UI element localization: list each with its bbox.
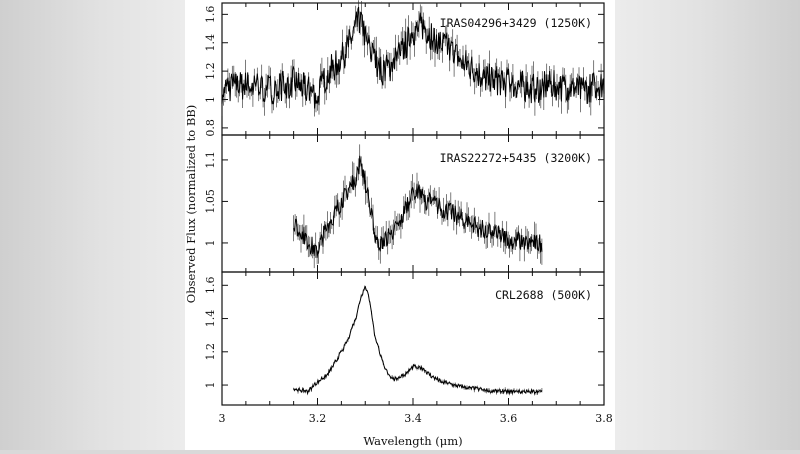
- y-tick-label: 1.2: [204, 62, 217, 80]
- spectrum-line-3: [293, 285, 543, 396]
- x-tick-label: 3.2: [309, 412, 327, 425]
- y-tick-label: 1.1: [204, 151, 217, 169]
- y-tick-label: 1.2: [204, 343, 217, 361]
- spectrum-line-1: [221, 6, 605, 109]
- panel-label-1: IRAS04296+3429 (1250K): [440, 16, 592, 30]
- blurred-background-left: [0, 0, 185, 450]
- x-tick-label: 3.8: [595, 412, 613, 425]
- panel-label-3: CRL2688 (500K): [495, 288, 592, 302]
- y-tick-label: 1: [204, 239, 217, 246]
- y-tick-label: 1.6: [204, 6, 217, 24]
- panel-label-2: IRAS22272+5435 (3200K): [440, 151, 592, 165]
- y-axis-title: Observed Flux (normalized to BB): [185, 105, 198, 303]
- x-axis-title: Wavelength (μm): [363, 434, 462, 448]
- y-tick-label: 1.4: [204, 310, 217, 328]
- x-tick-label: 3.4: [404, 412, 422, 425]
- error-bars-3: [293, 285, 543, 396]
- y-tick-label: 1.4: [204, 34, 217, 52]
- y-tick-label: 1: [204, 96, 217, 103]
- spectra-chart: 0.8 1 1.2 1.4 1.6 IRAS04296+3429 (1250K) 1 1.05…: [184, 0, 613, 448]
- y-tick-label: 1: [204, 382, 217, 389]
- y-tick-label: 1.6: [204, 277, 217, 295]
- spectrum-line-2: [293, 155, 543, 259]
- y-tick-label: 0.8: [204, 119, 217, 137]
- x-tick-label: 3: [219, 412, 226, 425]
- blurred-background-right: [615, 0, 800, 450]
- spectrum-figure: 0.8 1 1.2 1.4 1.6 IRAS04296+3429 (1250K) 1 1.05…: [184, 0, 615, 450]
- x-tick-label: 3.6: [500, 412, 518, 425]
- y-tick-label: 1.05: [204, 189, 217, 214]
